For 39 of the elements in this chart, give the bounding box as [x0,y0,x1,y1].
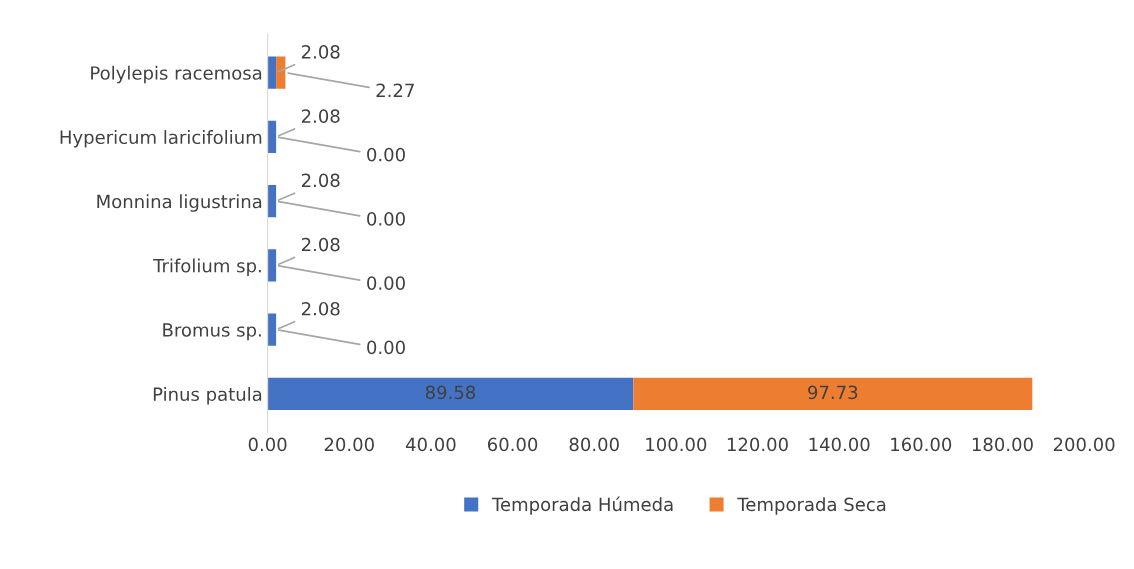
bar [267,185,277,218]
data-label: 2.08 [301,44,340,59]
bar [267,377,634,410]
x-tick-label: 0.00 [248,437,287,452]
data-label: 89.58 [425,385,476,400]
x-tick-label: 200.00 [1053,437,1115,452]
data-label: 2.08 [301,109,340,123]
y-tick-label: Polylepis racemosa [91,65,262,84]
y-tick-label: Monnina ligustrina [97,194,262,212]
x-tick-label: 180.00 [972,437,1033,452]
y-tick-label: Hypericum laricifolium [60,130,262,148]
y-tick-label: Pinus patula [153,387,262,405]
x-tick-label: 120.00 [727,437,788,452]
data-label: 2.08 [301,173,340,188]
bar [267,313,277,346]
bar [267,249,277,282]
data-label: 0.00 [367,276,405,290]
bar [276,56,286,89]
y-tick-label: Trifolium sp. [153,258,261,277]
x-tick-label: 140.00 [809,437,870,452]
data-label: 0.00 [367,147,405,162]
bar [267,56,277,89]
data-label: 2.08 [301,301,340,316]
data-label: 0.00 [367,340,405,355]
x-tick-label: 40.00 [405,437,456,452]
x-tick-label: 160.00 [891,437,952,452]
data-label: 2.27 [376,83,414,97]
data-label: 0.00 [367,212,405,226]
x-tick-label: 60.00 [487,437,538,452]
x-tick-label: 20.00 [324,437,374,452]
x-tick-label: 80.00 [569,437,619,452]
legend-label: Temporada Húmeda [491,496,673,515]
y-tick-label: Bromus sp. [163,323,261,341]
bar [633,377,1033,410]
x-tick-label: 100.00 [646,437,707,452]
legend-label: Temporada Seca [737,497,886,515]
data-label: 97.73 [808,385,858,400]
bar [267,120,277,153]
data-label: 2.08 [301,237,340,252]
